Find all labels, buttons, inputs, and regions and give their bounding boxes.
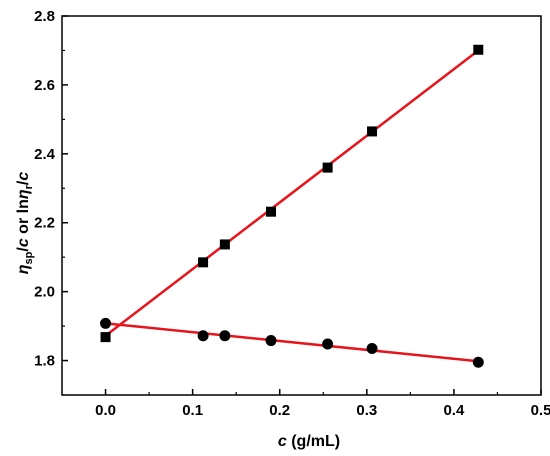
- x-tick-label: 0.2: [269, 402, 290, 419]
- fit-lines: [104, 49, 480, 363]
- x-ticks: 0.0 0.1 0.2 0.3 0.4 0.5: [95, 389, 550, 419]
- x-tick-label: 0.5: [531, 402, 550, 419]
- fit-line-square: [104, 49, 480, 337]
- square-point: [322, 162, 333, 173]
- circle-point: [472, 356, 484, 368]
- y-axis-label: ηsp/c or lnηr/c: [15, 172, 35, 275]
- square-point: [219, 239, 230, 250]
- square-point: [100, 332, 111, 343]
- x-tick-label: 0.4: [443, 402, 465, 419]
- circle-point: [219, 330, 231, 342]
- y-tick-label: 2.0: [34, 284, 55, 301]
- square-point: [473, 44, 484, 55]
- circle-point: [322, 338, 334, 350]
- x-tick-label: 0.3: [356, 402, 377, 419]
- square-point: [367, 126, 378, 137]
- square-point: [266, 206, 277, 217]
- y-tick-label: 1.8: [34, 353, 55, 370]
- x-axis-label: c (g/mL): [278, 433, 340, 450]
- y-tick-label: 2.4: [34, 146, 56, 163]
- x-tick-label: 0.1: [182, 402, 203, 419]
- circle-point: [366, 342, 378, 354]
- circle-point: [197, 330, 209, 342]
- x-tick-label: 0.0: [95, 402, 116, 419]
- circle-point: [100, 317, 112, 329]
- square-point: [198, 257, 209, 268]
- y-tick-label: 2.2: [34, 215, 55, 232]
- plot-frame: [61, 15, 542, 396]
- fit-line-circle: [105, 322, 479, 363]
- y-ticks: 1.8 2.0 2.2 2.4 2.6 2.8: [34, 8, 68, 396]
- y-tick-label: 2.6: [34, 77, 55, 94]
- circle-point: [265, 335, 277, 347]
- y-tick-label: 2.8: [34, 8, 55, 25]
- data-points: [100, 44, 484, 368]
